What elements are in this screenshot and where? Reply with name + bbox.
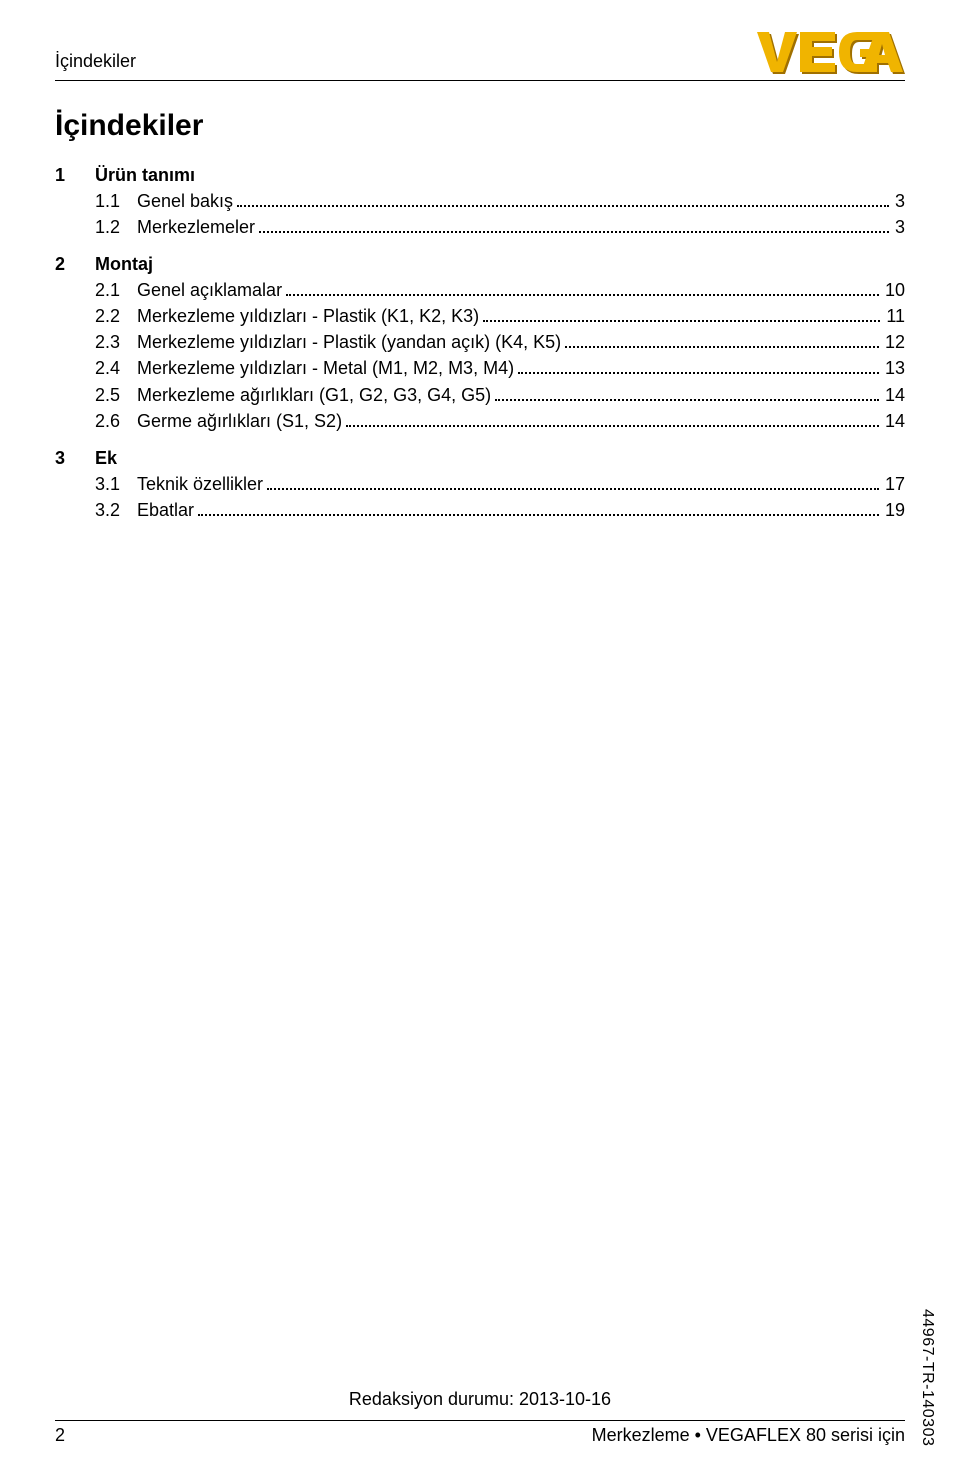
vega-logo [755, 30, 905, 78]
toc-section-number: 3 [55, 448, 95, 469]
document-code-vertical: 44967-TR-140303 [918, 1309, 936, 1446]
toc-section-header: 3Ek [55, 448, 905, 469]
toc-entry: 2.5Merkezleme ağırlıkları (G1, G2, G3, G… [55, 382, 905, 408]
page-header: İçindekiler [55, 30, 905, 81]
toc-entry: 3.2Ebatlar 19 [55, 497, 905, 523]
toc-leader-dots [267, 488, 879, 490]
toc-entry-text: Merkezleme yıldızları - Plastik (yandan … [137, 329, 561, 355]
page-footer: Redaksiyon durumu: 2013-10-16 2 Merkezle… [55, 1389, 905, 1446]
toc-entry-text: Merkezlemeler [137, 214, 255, 240]
toc-section: 1Ürün tanımı1.1Genel bakış31.2Merkezleme… [55, 165, 905, 240]
toc-section-title: Ürün tanımı [95, 165, 905, 186]
toc-leader-dots [198, 514, 879, 516]
toc-entry: 2.2Merkezleme yıldızları - Plastik (K1, … [55, 303, 905, 329]
toc-entry-page: 3 [893, 188, 905, 214]
toc-entry-text: Ebatlar [137, 497, 194, 523]
toc-entry-page: 3 [893, 214, 905, 240]
toc-entry-page: 11 [884, 303, 905, 329]
toc-entry-number: 3.1 [95, 471, 137, 497]
toc-entry-number: 2.1 [95, 277, 137, 303]
toc-entry-page: 17 [883, 471, 905, 497]
toc-entry: 1.2Merkezlemeler 3 [55, 214, 905, 240]
toc-leader-dots [495, 399, 879, 401]
toc-entry: 2.1Genel açıklamalar 10 [55, 277, 905, 303]
toc-entry-number: 2.3 [95, 329, 137, 355]
toc-section-title: Montaj [95, 254, 905, 275]
toc-leader-dots [518, 372, 879, 374]
toc-entry-number: 2.5 [95, 382, 137, 408]
toc-entry: 2.6Germe ağırlıkları (S1, S2) 14 [55, 408, 905, 434]
footer-right-text: Merkezleme • VEGAFLEX 80 serisi için [592, 1425, 905, 1446]
footer-bar: 2 Merkezleme • VEGAFLEX 80 serisi için [55, 1420, 905, 1446]
toc-entry: 1.1Genel bakış 3 [55, 188, 905, 214]
toc-entry-text: Merkezleme yıldızları - Metal (M1, M2, M… [137, 355, 514, 381]
toc-entry-number: 2.2 [95, 303, 137, 329]
toc-entry-number: 2.4 [95, 355, 137, 381]
toc-entry-number: 1.2 [95, 214, 137, 240]
page-number: 2 [55, 1425, 65, 1446]
toc-entry-page: 13 [883, 355, 905, 381]
header-title: İçindekiler [55, 51, 136, 78]
toc-entry-text: Merkezleme ağırlıkları (G1, G2, G3, G4, … [137, 382, 491, 408]
toc-section-header: 1Ürün tanımı [55, 165, 905, 186]
toc-entry-text: Merkezleme yıldızları - Plastik (K1, K2,… [137, 303, 479, 329]
toc-leader-dots [237, 205, 889, 207]
toc-entry-text: Genel bakış [137, 188, 233, 214]
toc-entry: 2.3Merkezleme yıldızları - Plastik (yand… [55, 329, 905, 355]
toc-heading: İçindekiler [55, 109, 905, 143]
toc-entry: 2.4Merkezleme yıldızları - Metal (M1, M2… [55, 355, 905, 381]
toc-entry: 3.1Teknik özellikler 17 [55, 471, 905, 497]
toc-leader-dots [483, 320, 880, 322]
toc-section-title: Ek [95, 448, 905, 469]
toc-section-header: 2Montaj [55, 254, 905, 275]
toc-entry-text: Teknik özellikler [137, 471, 263, 497]
toc-entry-page: 14 [883, 382, 905, 408]
toc-entry-page: 12 [883, 329, 905, 355]
toc-section-number: 2 [55, 254, 95, 275]
toc-entry-text: Germe ağırlıkları (S1, S2) [137, 408, 342, 434]
revision-date: Redaksiyon durumu: 2013-10-16 [55, 1389, 905, 1410]
toc-entry-number: 3.2 [95, 497, 137, 523]
document-page: İçindekiler [0, 0, 960, 1476]
toc-leader-dots [565, 346, 879, 348]
toc-entry-number: 1.1 [95, 188, 137, 214]
toc-entry-page: 14 [883, 408, 905, 434]
toc-entry-page: 19 [883, 497, 905, 523]
toc-section: 2Montaj2.1Genel açıklamalar102.2Merkezle… [55, 254, 905, 434]
toc-entry-text: Genel açıklamalar [137, 277, 282, 303]
toc-container: 1Ürün tanımı1.1Genel bakış31.2Merkezleme… [55, 165, 905, 523]
toc-leader-dots [259, 231, 889, 233]
toc-leader-dots [346, 425, 879, 427]
toc-section-number: 1 [55, 165, 95, 186]
toc-entry-page: 10 [883, 277, 905, 303]
toc-section: 3Ek3.1Teknik özellikler 17 3.2Ebatlar 19 [55, 448, 905, 523]
toc-entry-number: 2.6 [95, 408, 137, 434]
toc-leader-dots [286, 294, 879, 296]
